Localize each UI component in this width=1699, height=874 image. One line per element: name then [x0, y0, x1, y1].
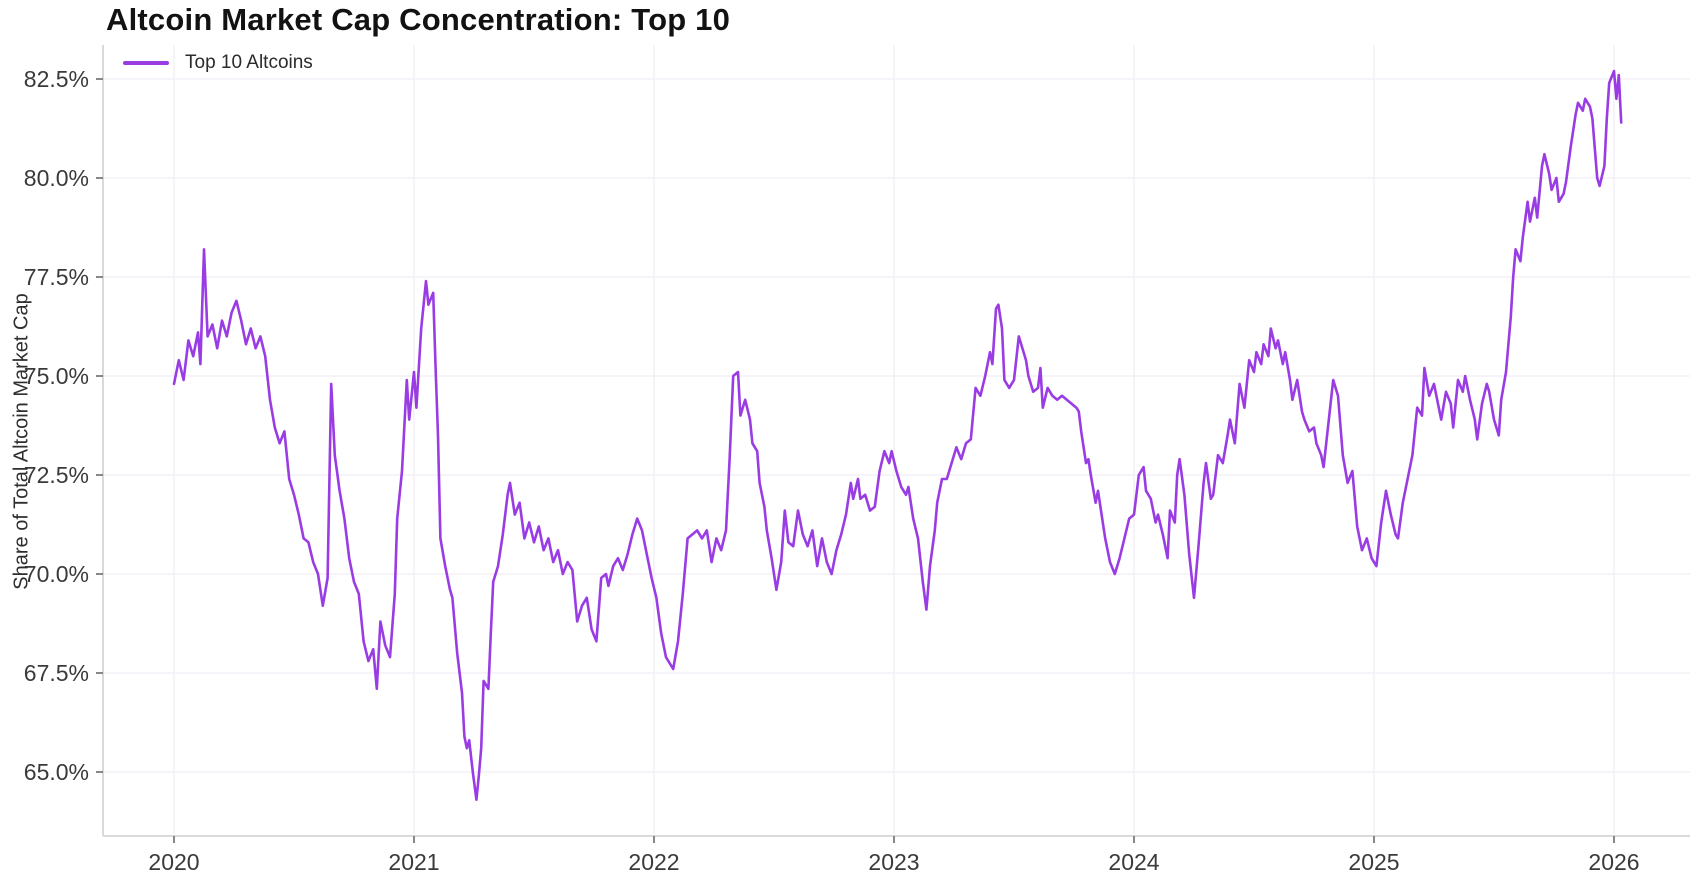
- x-tick-label: 2024: [1108, 849, 1159, 874]
- y-tick-label: 82.5%: [24, 66, 89, 92]
- legend-line-swatch-icon: [123, 61, 169, 65]
- y-tick-label: 67.5%: [24, 660, 89, 686]
- y-tick-label: 77.5%: [24, 264, 89, 290]
- axis-spines: [102, 45, 1690, 837]
- y-tick-label: 70.0%: [24, 561, 89, 587]
- top10-altcoins-series-line: [172, 69, 1623, 802]
- x-tick-label: 2026: [1588, 849, 1639, 874]
- x-tick-label: 2022: [628, 849, 679, 874]
- legend: Top 10 Altcoins: [123, 52, 313, 74]
- y-tick-label: 72.5%: [24, 462, 89, 488]
- axis-tick-labels: 82.5% 80.0% 77.5% 75.0% 72.5% 70.0% 67.5% 65.0%…: [24, 66, 1640, 874]
- y-tick-label: 75.0%: [24, 363, 89, 389]
- chart-title: Altcoin Market Cap Concentration: Top 10: [106, 2, 731, 37]
- axis-ticks: [96, 78, 1615, 843]
- y-axis-title: Share of Total Altcoin Market Cap: [10, 293, 33, 590]
- legend-label: Top 10 Altcoins: [185, 52, 313, 73]
- y-tick-label: 80.0%: [24, 165, 89, 191]
- y-tick-label: 65.0%: [24, 759, 89, 785]
- x-tick-label: 2020: [148, 849, 199, 874]
- x-tick-label: 2023: [868, 849, 919, 874]
- x-tick-label: 2021: [388, 849, 439, 874]
- x-tick-label: 2025: [1348, 849, 1399, 874]
- gridlines: [103, 45, 1690, 836]
